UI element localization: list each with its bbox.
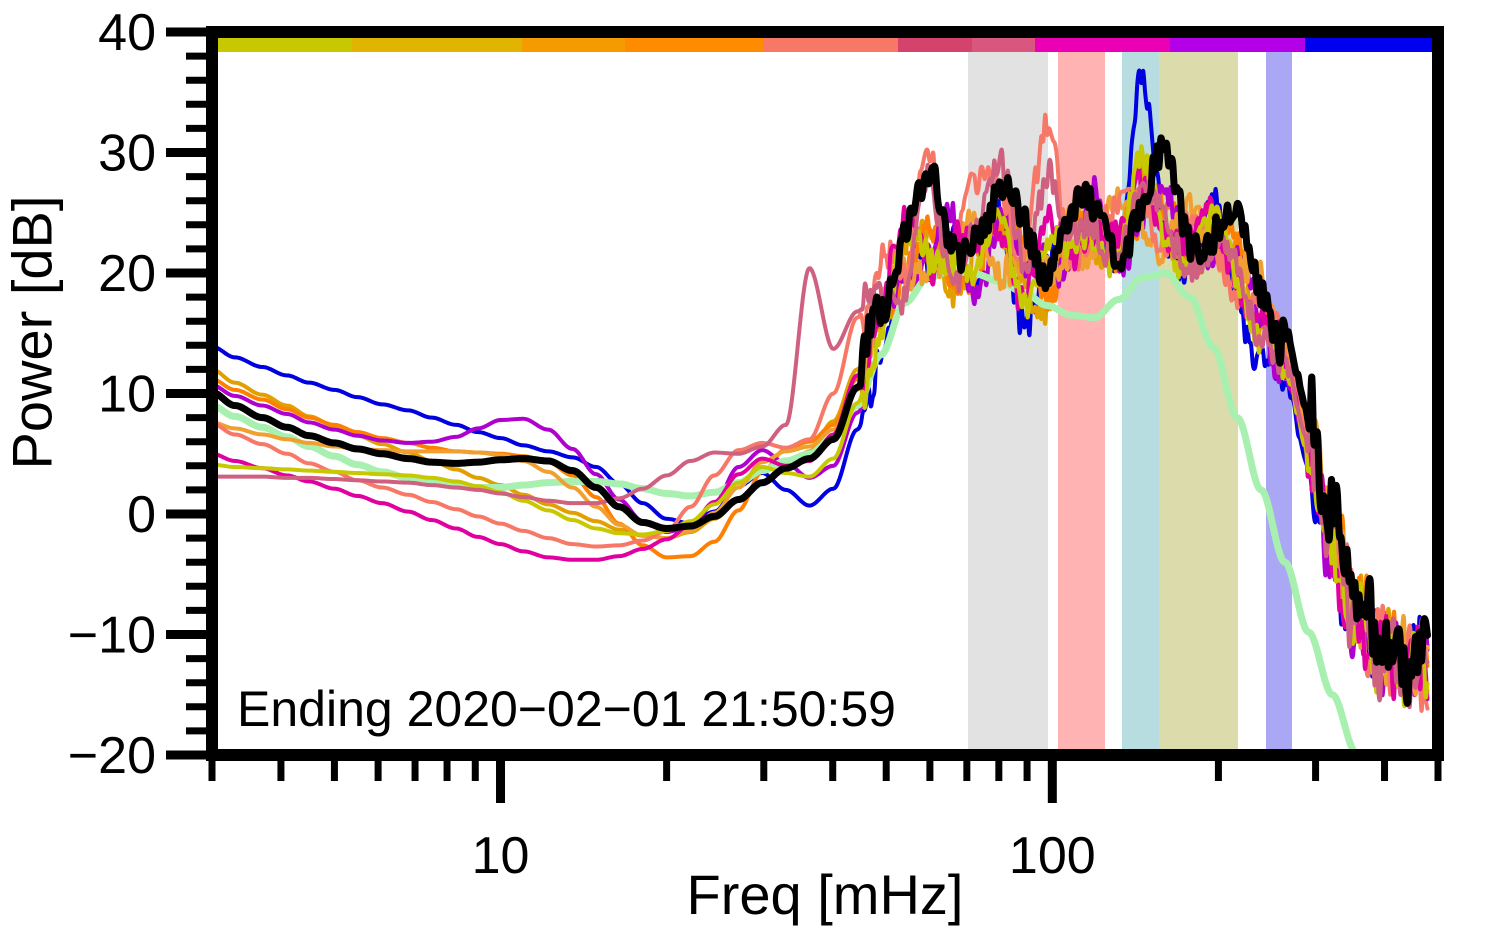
color-bar-segment-4	[763, 38, 898, 52]
ending-timestamp-annotation: Ending 2020−02−01 21:50:59	[237, 681, 896, 737]
y-ticklabel: −20	[68, 727, 156, 785]
band-gray	[968, 38, 1048, 755]
spectrum-trace-salmon	[212, 112, 1430, 713]
color-bar-segment-1	[352, 38, 522, 52]
y-ticklabel: 20	[98, 245, 156, 303]
color-bar-segment-3	[625, 38, 763, 52]
color-bar-segment-5	[898, 38, 972, 52]
band-pink	[1058, 38, 1105, 755]
y-ticklabel: 40	[98, 4, 156, 62]
color-bar-segment-6	[972, 38, 1035, 52]
x-axis-label: Freq [mHz]	[686, 863, 964, 926]
plot-border	[206, 26, 1444, 761]
y-ticklabel: 10	[98, 366, 156, 424]
shaded-bands-group	[968, 38, 1292, 755]
color-bar-segment-8	[1170, 38, 1305, 52]
y-ticklabel: −10	[68, 607, 156, 665]
spectrum-mean	[212, 134, 1431, 707]
axis-ticks-group	[166, 27, 1442, 803]
plot-frame	[206, 26, 1444, 761]
spectrum-trace-rose	[212, 147, 1430, 710]
color-bar-segment-0	[212, 38, 352, 52]
color-bar-segment-7	[1035, 38, 1170, 52]
y-ticklabel: 0	[127, 486, 156, 544]
band-purple	[1266, 38, 1292, 755]
x-ticklabel: 10	[472, 827, 530, 885]
top-color-bar-group	[212, 38, 1438, 52]
color-bar-segment-2	[522, 38, 625, 52]
y-axis-label: Power [dB]	[0, 195, 64, 470]
x-ticklabel: 100	[1009, 827, 1096, 885]
spectrum-traces-group	[212, 68, 1431, 755]
y-ticklabel: 30	[98, 125, 156, 183]
spectrum-trace-blue	[212, 68, 1430, 699]
color-bar-segment-9	[1305, 38, 1438, 52]
